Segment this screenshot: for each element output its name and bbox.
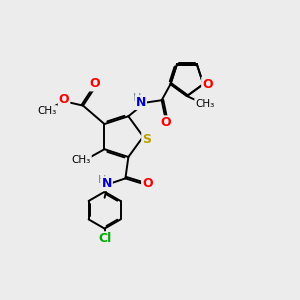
Text: CH₃: CH₃ xyxy=(195,99,214,109)
Text: O: O xyxy=(160,116,170,129)
Text: O: O xyxy=(202,78,213,91)
Text: N: N xyxy=(101,177,112,190)
Text: N: N xyxy=(136,96,146,109)
Text: H: H xyxy=(133,93,141,103)
Text: O: O xyxy=(142,177,153,190)
Text: H: H xyxy=(98,175,107,184)
Text: CH₃: CH₃ xyxy=(37,106,56,116)
Text: Cl: Cl xyxy=(98,232,111,245)
Text: S: S xyxy=(142,133,151,146)
Text: CH₃: CH₃ xyxy=(72,155,91,166)
Text: O: O xyxy=(59,93,69,106)
Text: O: O xyxy=(89,77,100,90)
